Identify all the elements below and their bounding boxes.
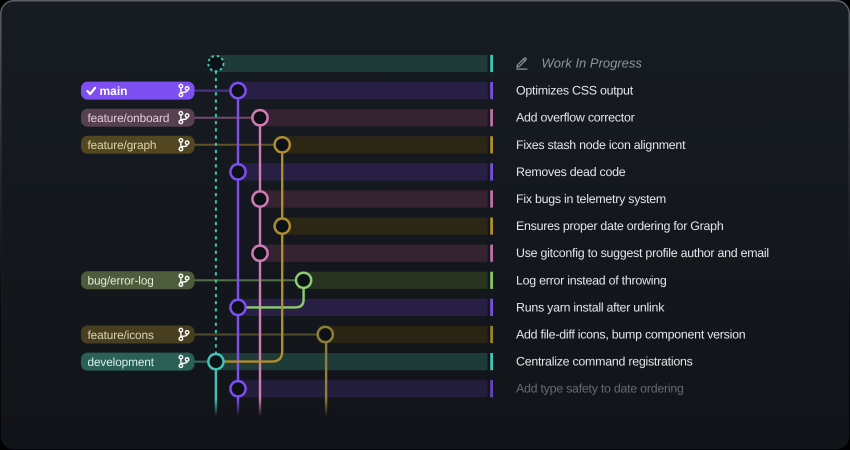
svg-text:Ensures proper date ordering f: Ensures proper date ordering for Graph <box>516 219 724 233</box>
svg-text:Removes dead code: Removes dead code <box>516 165 626 179</box>
svg-text:Fix bugs in telemetry system: Fix bugs in telemetry system <box>516 192 666 206</box>
svg-text:feature/icons: feature/icons <box>88 328 154 342</box>
svg-text:Fixes stash node icon alignmen: Fixes stash node icon alignment <box>516 138 686 152</box>
svg-text:Use gitconfig to suggest profi: Use gitconfig to suggest profile author … <box>516 246 769 260</box>
svg-text:feature/onboard: feature/onboard <box>88 111 170 125</box>
svg-text:Add file-diff icons, bump comp: Add file-diff icons, bump component vers… <box>516 328 746 342</box>
svg-text:Centralize command registratio: Centralize command registrations <box>516 355 693 369</box>
svg-text:development: development <box>88 355 155 369</box>
svg-text:bug/error-log: bug/error-log <box>88 274 154 288</box>
svg-text:Optimizes CSS output: Optimizes CSS output <box>516 84 634 98</box>
svg-text:main: main <box>100 84 128 98</box>
svg-text:Runs yarn install after unlink: Runs yarn install after unlink <box>516 300 665 314</box>
svg-text:Add overflow corrector: Add overflow corrector <box>516 111 635 125</box>
svg-text:feature/graph: feature/graph <box>88 138 157 152</box>
svg-text:Work In Progress: Work In Progress <box>542 56 643 71</box>
svg-text:Add type safety to date orderi: Add type safety to date ordering <box>516 382 684 396</box>
svg-text:Log error instead of throwing: Log error instead of throwing <box>516 273 667 287</box>
